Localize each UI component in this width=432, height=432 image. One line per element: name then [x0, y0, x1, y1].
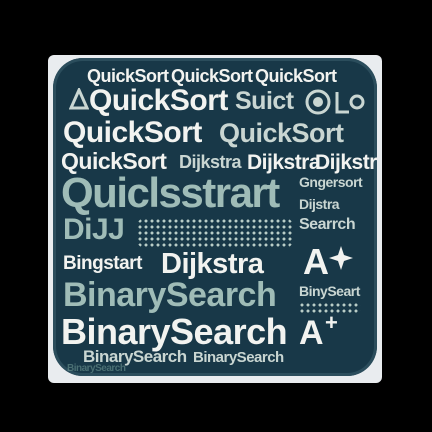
dot-pattern — [299, 302, 361, 314]
word-quicksort: QuickSort — [63, 116, 202, 149]
word-quicksort: QuickSort — [61, 148, 167, 174]
word-dijkstra: Dijkstra — [315, 151, 377, 174]
word-binarysearch: BinarySearch — [67, 363, 126, 374]
word-binarysearch: BinarySearch — [63, 276, 277, 314]
word-quicksort: QuickSort — [171, 66, 253, 86]
word-gngersort: Gngersort — [299, 174, 363, 190]
word-quiclsstrart: Quiclsstrart — [61, 169, 280, 216]
sparkle-icon — [329, 246, 353, 270]
word-binarysearch: BinarySearch — [193, 349, 284, 366]
word-binarysearch: BinarySearch — [83, 347, 187, 366]
word-bingstart: Bingstart — [63, 253, 142, 274]
app-icon-tile: QuickSort QuickSort QuickSort QuickSort … — [53, 58, 377, 376]
plus-sign: + — [325, 310, 338, 335]
word-binarysearch: BinarySearch — [61, 311, 288, 352]
word-dijkstra: Dijkstra — [247, 151, 321, 174]
letter-a: A — [303, 241, 329, 282]
dot-pattern — [137, 218, 293, 248]
word-quicksort: QuickSort — [87, 66, 169, 86]
circle-logo-icon — [305, 89, 365, 115]
word-suict: Suict — [235, 87, 294, 115]
word-quicksort: QuickSort — [89, 84, 228, 117]
word-quicksort: QuickSort — [219, 118, 344, 148]
triangle-icon — [69, 88, 89, 110]
word-binyseart: BinySeart — [299, 283, 360, 299]
word-quicksort: QuickSort — [255, 66, 337, 86]
word-dijkstra: Dijkstra — [179, 152, 242, 172]
word-dijj: DiJJ — [63, 213, 125, 246]
word-dijkstra: Dijkstra — [161, 248, 264, 280]
word-dijstra: Dijstra — [299, 196, 340, 212]
letter-a: A — [299, 314, 324, 352]
word-searrch: Searrch — [299, 216, 356, 233]
